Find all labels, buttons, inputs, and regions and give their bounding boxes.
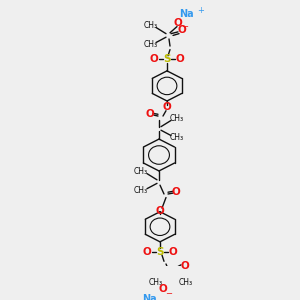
- Text: CH₃: CH₃: [149, 278, 163, 287]
- Text: O: O: [176, 54, 184, 64]
- Text: −: −: [182, 22, 188, 31]
- Text: CH₃: CH₃: [144, 21, 158, 30]
- Text: CH₃: CH₃: [170, 114, 184, 123]
- Text: O: O: [174, 18, 182, 28]
- Text: CH₃: CH₃: [144, 40, 158, 49]
- Text: O: O: [181, 261, 189, 271]
- Text: O: O: [142, 247, 152, 256]
- Text: O: O: [178, 25, 186, 35]
- Text: O: O: [156, 206, 164, 216]
- Text: +: +: [198, 6, 204, 15]
- Text: O: O: [146, 109, 154, 119]
- Text: CH₃: CH₃: [179, 278, 193, 287]
- Text: O: O: [159, 284, 167, 294]
- Text: Na: Na: [142, 294, 156, 300]
- Text: CH₃: CH₃: [134, 186, 148, 195]
- Text: S: S: [163, 54, 171, 64]
- Text: Na: Na: [179, 9, 193, 19]
- Text: O: O: [169, 247, 177, 256]
- Text: CH₃: CH₃: [170, 133, 184, 142]
- Text: O: O: [163, 102, 171, 112]
- Text: CH₃: CH₃: [134, 167, 148, 176]
- Text: O: O: [172, 187, 180, 197]
- Text: S: S: [156, 247, 164, 256]
- Text: −: −: [166, 290, 172, 298]
- Text: O: O: [150, 54, 158, 64]
